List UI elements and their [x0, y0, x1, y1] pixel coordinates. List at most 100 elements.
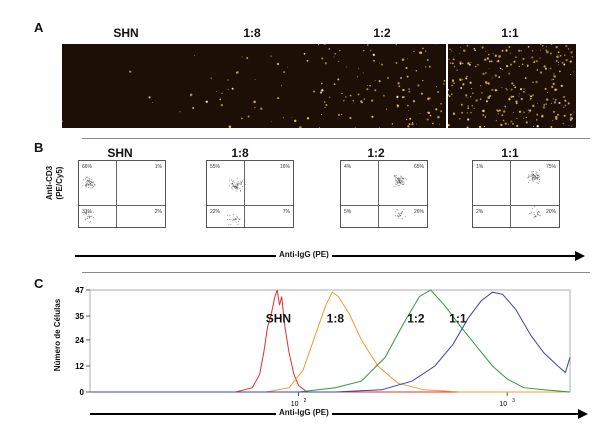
speckle: [546, 50, 549, 54]
scatter-point: [227, 214, 229, 216]
speckle: [428, 65, 431, 68]
quadrant-ul: 1%: [476, 164, 484, 170]
micrograph-speckles: [190, 53, 316, 128]
speckle: [459, 53, 461, 55]
scatter-point: [531, 208, 533, 210]
speckle: [532, 81, 534, 84]
scatter-point: [84, 211, 86, 213]
scatter-point: [534, 214, 536, 216]
speckle: [373, 59, 375, 62]
scatter-point: [538, 176, 540, 178]
speckle: [408, 109, 410, 111]
speckle: [461, 62, 464, 65]
scatter-point: [395, 210, 397, 212]
scatter-point: [400, 215, 402, 216]
scatter-point: [227, 219, 228, 221]
scatter-point: [231, 187, 232, 189]
scatter-point: [232, 188, 234, 190]
speckle: [522, 57, 525, 61]
speckle: [440, 110, 443, 113]
speckle: [552, 78, 554, 81]
speckle: [488, 60, 491, 63]
speckle: [395, 44, 397, 46]
scatter-point: [233, 185, 235, 187]
speckle: [553, 75, 555, 77]
micrograph-1-8: [190, 44, 318, 128]
speckle: [449, 48, 451, 51]
scatter-point: [400, 179, 402, 181]
speckle: [466, 126, 469, 128]
speckle: [542, 45, 544, 47]
panel-a-label-1-2: 1:2: [373, 26, 391, 40]
speckle: [557, 51, 560, 54]
speckle: [516, 124, 519, 128]
speckle: [448, 93, 449, 96]
speckle: [422, 47, 424, 50]
quadrant-ul: 4%: [344, 164, 352, 170]
scatter-point: [88, 183, 90, 185]
panel-b-label-shn: SHN: [107, 146, 133, 160]
speckle: [491, 77, 493, 79]
scatter-point: [532, 181, 534, 183]
speckle: [563, 114, 566, 117]
speckle: [283, 71, 286, 74]
speckle: [523, 111, 525, 113]
speckle: [363, 49, 365, 52]
scatter-point: [399, 181, 401, 183]
micrograph-speckles: [448, 44, 576, 128]
speckle: [341, 92, 343, 95]
speckle: [550, 102, 553, 104]
scatter-point: [535, 174, 537, 176]
speckle: [510, 120, 513, 123]
scatter-point: [527, 177, 529, 179]
speckle: [366, 88, 369, 91]
quadrant-ll: 22%: [210, 209, 221, 215]
scatter-point: [91, 184, 93, 186]
speckle: [349, 94, 352, 97]
y-tick-label: 47: [75, 286, 84, 295]
scatter-point: [235, 185, 237, 187]
scatter-point: [236, 186, 238, 188]
speckle: [504, 105, 507, 108]
flow-plot-shn: 66% 1% 31% 2%: [78, 160, 166, 228]
scatter-point: [532, 213, 534, 215]
series-line: [90, 291, 570, 393]
scatter-point: [534, 179, 536, 181]
scatter-point: [538, 211, 540, 212]
speckle: [437, 91, 440, 93]
scatter-point: [93, 184, 95, 186]
speckle: [482, 72, 485, 76]
scatter-point: [242, 186, 244, 187]
scatter-point: [90, 182, 92, 183]
scatter-point: [85, 178, 86, 180]
speckle: [400, 77, 402, 79]
scatter-point: [240, 181, 242, 183]
speckle: [508, 98, 511, 101]
speckle: [231, 87, 234, 90]
scatter-point: [90, 180, 92, 182]
speckle: [537, 103, 538, 105]
speckle: [531, 94, 535, 97]
speckle: [409, 117, 412, 120]
speckle: [552, 120, 554, 121]
speckle: [401, 58, 405, 61]
speckle: [539, 49, 541, 51]
speckle: [475, 99, 478, 102]
scatter-point: [88, 212, 90, 213]
speckle: [148, 96, 151, 99]
scatter-point: [86, 176, 88, 178]
speckle: [554, 115, 558, 119]
scatter-point: [529, 179, 531, 181]
speckle: [294, 119, 297, 123]
scatter-point: [87, 183, 89, 185]
speckle: [435, 44, 437, 45]
speckle: [408, 88, 410, 90]
scatter-point: [397, 209, 399, 211]
quadrant-ll: 31%: [82, 209, 93, 215]
scatter-point: [395, 186, 397, 188]
separator-b-c: [82, 272, 590, 273]
scatter-point: [527, 176, 529, 178]
speckle: [479, 85, 482, 87]
speckle: [419, 113, 421, 115]
